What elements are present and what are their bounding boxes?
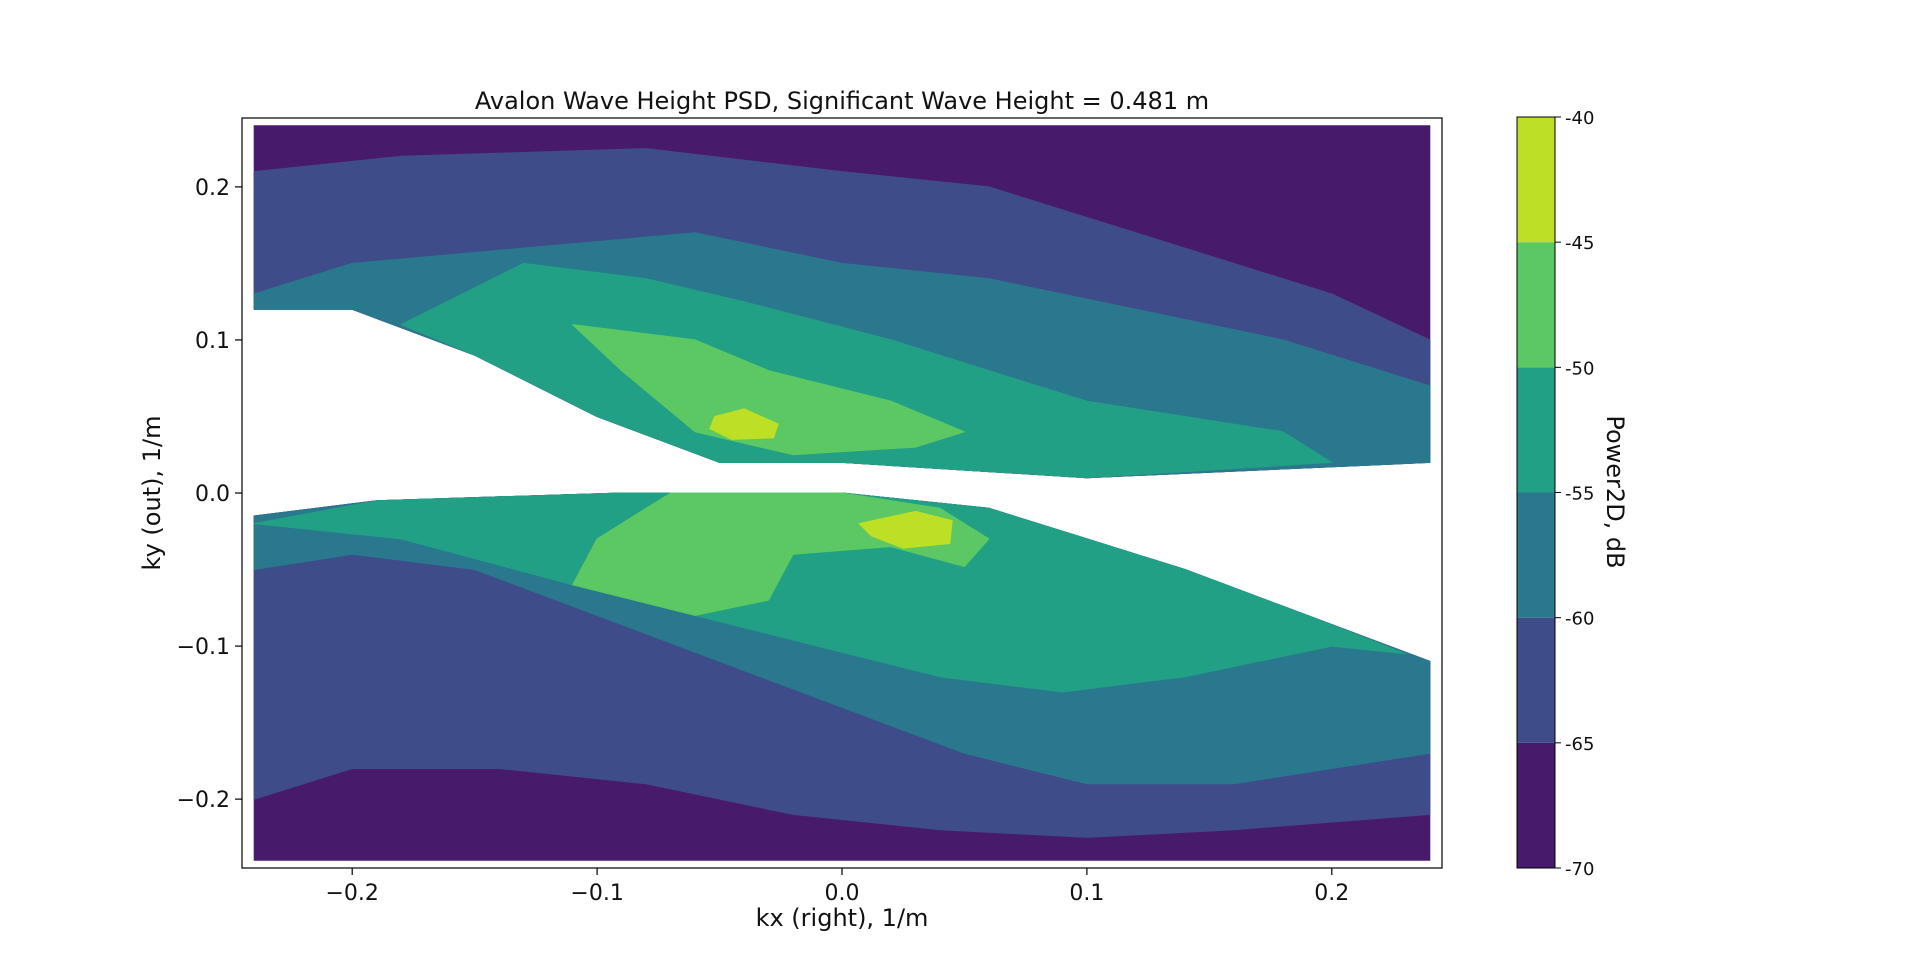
- y-tick-label: −0.1: [177, 635, 230, 660]
- colorbar-label: Power2D, dB: [1601, 415, 1629, 568]
- x-tick-label: 0.1: [1069, 881, 1104, 906]
- y-tick-label: −0.2: [177, 788, 230, 813]
- y-tick-label: 0.1: [195, 329, 230, 354]
- y-tick-label: 0.0: [195, 482, 230, 507]
- colorbar-swatch: [1517, 117, 1555, 243]
- colorbar-swatch: [1517, 617, 1555, 743]
- colorbar-tick-label: -50: [1565, 358, 1594, 379]
- contour-regions: [253, 125, 1431, 861]
- colorbar-tick-label: -55: [1565, 484, 1594, 505]
- upper-lobe-region--55: [400, 262, 1333, 479]
- colorbar: [1517, 117, 1555, 868]
- colorbar-swatch: [1517, 742, 1555, 868]
- y-axis-label: ky (out), 1/m: [138, 416, 166, 571]
- colorbar-tick-label: -45: [1565, 233, 1594, 254]
- upper-lobe-region--50: [572, 324, 965, 456]
- colorbar-swatch: [1517, 367, 1555, 493]
- colorbar-tick-label: -40: [1565, 108, 1594, 129]
- x-tick-label: 0.2: [1314, 881, 1349, 906]
- x-tick-label: −0.2: [325, 881, 378, 906]
- x-axis-label: kx (right), 1/m: [756, 904, 929, 932]
- x-tick-label: −0.1: [570, 881, 623, 906]
- colorbar-swatch: [1517, 492, 1555, 618]
- lower-lobe-region--45: [858, 510, 953, 549]
- colorbar-tick-label: -65: [1565, 734, 1594, 755]
- y-axis: −0.2 −0.1 0.0 0.1 0.2: [177, 176, 242, 813]
- colorbar-tick-label: -70: [1565, 859, 1594, 880]
- x-axis: −0.2 −0.1 0.0 0.1 0.2: [325, 868, 1349, 906]
- upper-lobe-region--45: [709, 408, 779, 440]
- chart-title: Avalon Wave Height PSD, Significant Wave…: [475, 87, 1209, 115]
- y-tick-label: 0.2: [195, 176, 230, 201]
- colorbar-tick-label: -60: [1565, 609, 1594, 630]
- colorbar-swatch: [1517, 242, 1555, 368]
- colorbar-ticks: -70 -65 -60 -55 -50 -45 -40: [1555, 108, 1594, 880]
- x-tick-label: 0.0: [825, 881, 860, 906]
